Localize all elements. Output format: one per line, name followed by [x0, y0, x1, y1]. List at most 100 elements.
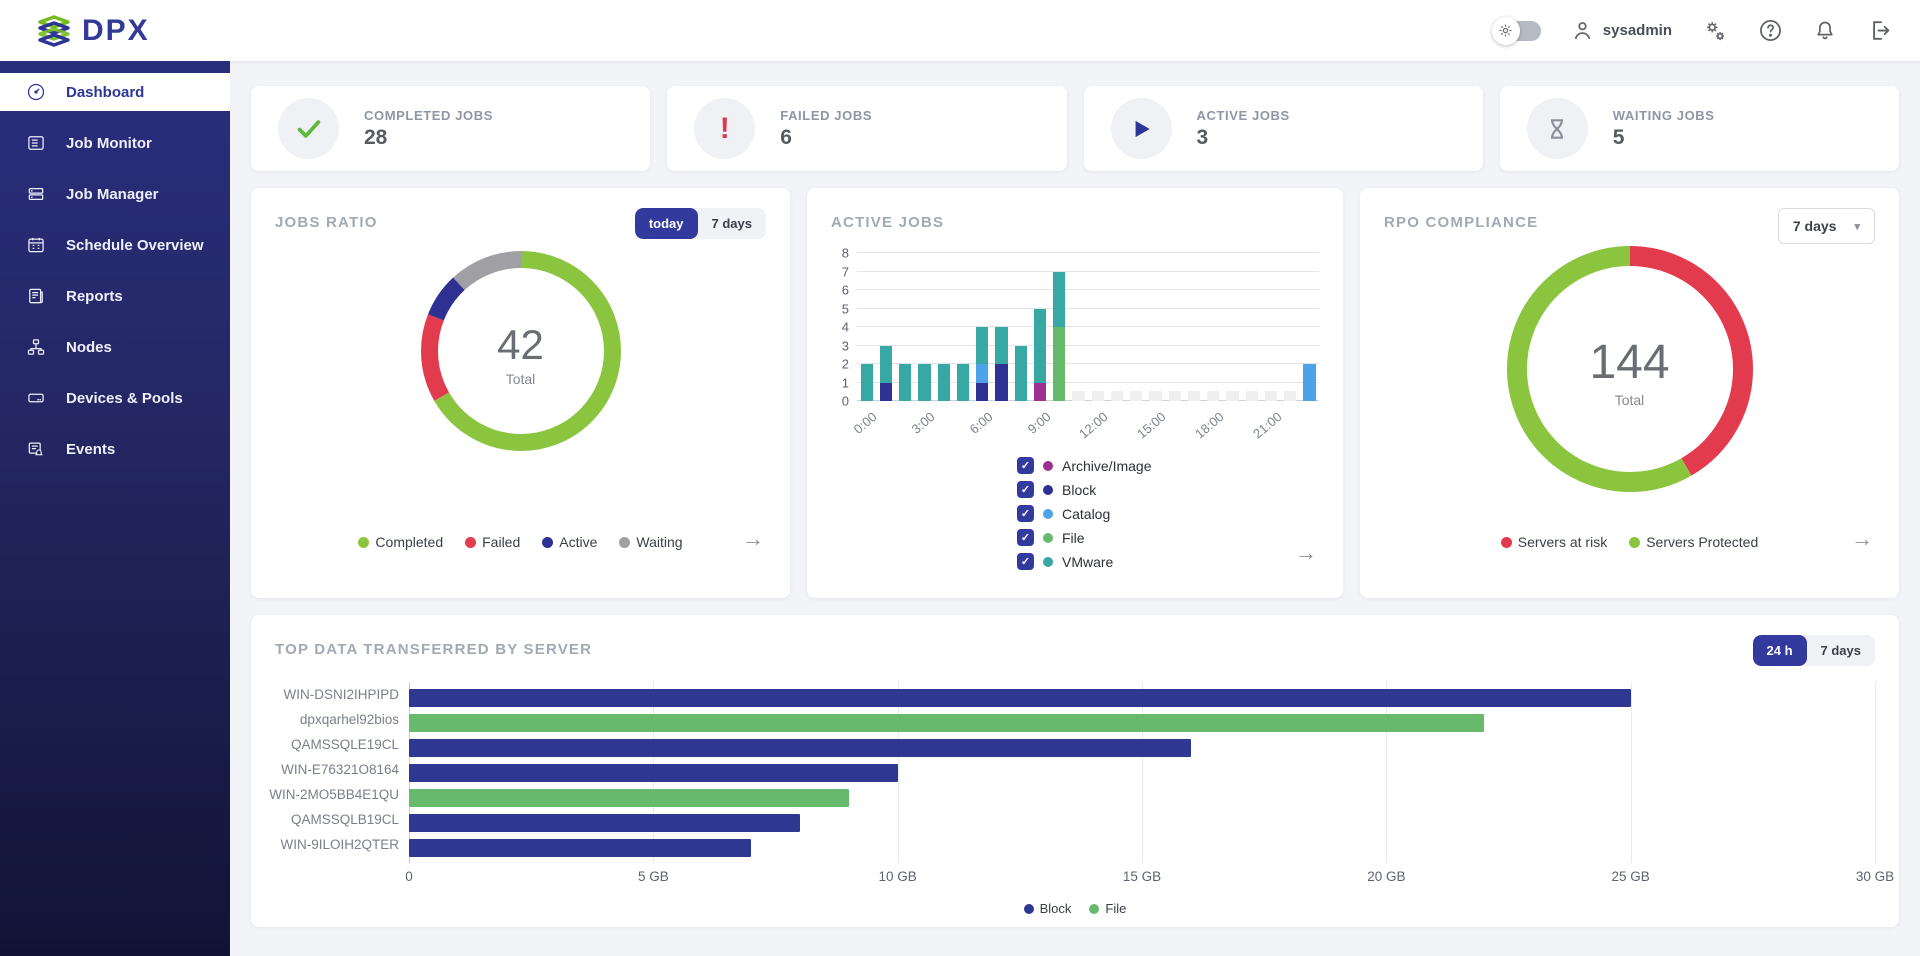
checkbox-checked-icon[interactable]: ✓	[1017, 529, 1034, 546]
bar-18-00[interactable]	[1207, 391, 1219, 401]
jobs-ratio-range-today[interactable]: today	[635, 208, 698, 239]
bar-16-00[interactable]	[1169, 391, 1181, 401]
checkbox-checked-icon[interactable]: ✓	[1017, 505, 1034, 522]
bar-1-00[interactable]	[880, 346, 892, 402]
data-bar-dpxqarhel92bios[interactable]	[409, 714, 1484, 732]
jobs-ratio-range-7days[interactable]: 7 days	[698, 208, 766, 239]
data-bar-qamssqlb19cl[interactable]	[409, 814, 800, 832]
rpo-details-arrow[interactable]: →	[1851, 528, 1873, 550]
legend-item-block[interactable]: Block	[1024, 901, 1072, 916]
sidebar-item-job-monitor[interactable]: Job Monitor	[0, 124, 230, 162]
completed-jobs-card[interactable]: COMPLETED JOBS28	[251, 86, 650, 171]
legend-item-servers-at-risk[interactable]: Servers at risk	[1501, 534, 1607, 550]
jobs-ratio-legend: Completed Failed Active Waiting	[251, 534, 790, 550]
legend-item-file[interactable]: File	[1089, 901, 1126, 916]
bar-8-00[interactable]	[1015, 346, 1027, 402]
checkbox-checked-icon[interactable]: ✓	[1017, 481, 1034, 498]
dpx-logo-icon	[36, 14, 72, 48]
bar-3-00[interactable]	[918, 364, 930, 401]
bar-20-00[interactable]	[1246, 391, 1258, 401]
data-bar-win-2mo5bb4e1qu[interactable]	[409, 789, 849, 807]
report-icon	[26, 286, 46, 306]
top-data-range-24h[interactable]: 24 h	[1753, 635, 1807, 666]
sidebar-item-dashboard[interactable]: Dashboard	[0, 73, 230, 111]
main-content: COMPLETED JOBS28!FAILED JOBS6ACTIVE JOBS…	[230, 61, 1920, 956]
server-bar-row	[409, 835, 1875, 860]
data-bar-win-9iloih2qter[interactable]	[409, 839, 751, 857]
bar-6-00[interactable]	[976, 327, 988, 401]
sidebar-item-job-manager[interactable]: Job Manager	[0, 175, 230, 213]
failed-jobs-card[interactable]: !FAILED JOBS6	[667, 86, 1066, 171]
bar-13-00[interactable]	[1111, 391, 1123, 401]
series-toggle-catalog[interactable]: ✓Catalog	[1017, 505, 1319, 522]
top-data-range-7days[interactable]: 7 days	[1807, 635, 1875, 666]
legend-item-completed[interactable]: Completed	[358, 534, 443, 550]
data-bar-qamssqle19cl[interactable]	[409, 739, 1191, 757]
bar-segment-vmware	[938, 364, 950, 401]
waiting-jobs-card[interactable]: WAITING JOBS5	[1500, 86, 1899, 171]
x-tick: 5 GB	[638, 869, 669, 884]
bar-9-00[interactable]	[1034, 309, 1046, 402]
jobs-ratio-details-arrow[interactable]: →	[742, 528, 764, 550]
series-toggle-vmware[interactable]: ✓VMware	[1017, 553, 1319, 570]
sidebar-item-label: Devices & Pools	[66, 390, 183, 407]
chevron-down-icon: ▾	[1854, 220, 1860, 233]
sidebar-item-reports[interactable]: Reports	[0, 277, 230, 315]
legend-dot	[619, 537, 630, 548]
legend-dot	[1043, 533, 1053, 543]
bar-2-00[interactable]	[899, 364, 911, 401]
data-bar-win-e76321o8164[interactable]	[409, 764, 898, 782]
logout-button[interactable]	[1867, 18, 1892, 43]
sidebar-item-events[interactable]: Events	[0, 430, 230, 468]
bar-17-00[interactable]	[1188, 391, 1200, 401]
bar-placeholder	[1169, 391, 1181, 401]
series-toggle-block[interactable]: ✓Block	[1017, 481, 1319, 498]
rpo-donut: 144 Total	[1507, 246, 1753, 497]
user-menu[interactable]: sysadmin	[1571, 19, 1672, 42]
legend-label: Failed	[482, 534, 520, 550]
x-tick: 20 GB	[1367, 869, 1405, 884]
data-bar-win-dsni2ihpipd[interactable]	[409, 689, 1631, 707]
bar-15-00[interactable]	[1149, 391, 1161, 401]
top-data-title: TOP DATA TRANSFERRED BY SERVER	[275, 635, 592, 658]
theme-toggle-knob[interactable]	[1492, 17, 1520, 45]
bar-22-00[interactable]	[1284, 391, 1296, 401]
settings-button[interactable]	[1702, 18, 1728, 44]
legend-item-active[interactable]: Active	[542, 534, 597, 550]
sidebar-item-nodes[interactable]: Nodes	[0, 328, 230, 366]
server-label: QAMSSQLE19CL	[275, 732, 409, 757]
active-jobs-card[interactable]: ACTIVE JOBS3	[1084, 86, 1483, 171]
active-jobs-icon-circle	[1111, 98, 1172, 159]
sidebar-item-devices-pools[interactable]: Devices & Pools	[0, 379, 230, 417]
series-toggle-file[interactable]: ✓File	[1017, 529, 1319, 546]
bar-23-00[interactable]	[1303, 364, 1315, 401]
bar-placeholder	[1188, 391, 1200, 401]
bar-4-00[interactable]	[938, 364, 950, 401]
checkbox-checked-icon[interactable]: ✓	[1017, 553, 1034, 570]
legend-item-failed[interactable]: Failed	[465, 534, 520, 550]
hierarchy-icon	[26, 337, 46, 357]
help-button[interactable]	[1758, 18, 1783, 43]
checkbox-checked-icon[interactable]: ✓	[1017, 457, 1034, 474]
series-toggle-archive-image[interactable]: ✓Archive/Image	[1017, 457, 1319, 474]
bar-21-00[interactable]	[1265, 391, 1277, 401]
bar-0-00[interactable]	[861, 364, 873, 401]
legend-dot	[1629, 537, 1640, 548]
active-jobs-details-arrow[interactable]: →	[1295, 542, 1317, 564]
bar-12-00[interactable]	[1092, 391, 1104, 401]
sidebar-item-schedule-overview[interactable]: Schedule Overview	[0, 226, 230, 264]
bar-11-00[interactable]	[1072, 391, 1084, 401]
x-tick: 15 GB	[1123, 869, 1161, 884]
bar-10-00[interactable]	[1053, 272, 1065, 402]
notifications-button[interactable]	[1813, 19, 1837, 43]
legend-item-servers-protected[interactable]: Servers Protected	[1629, 534, 1758, 550]
bar-14-00[interactable]	[1130, 391, 1142, 401]
top-data-range-toggle: 24 h 7 days	[1753, 635, 1876, 666]
theme-toggle[interactable]	[1495, 21, 1541, 41]
bar-5-00[interactable]	[957, 364, 969, 401]
gears-icon	[1702, 18, 1728, 44]
legend-item-waiting[interactable]: Waiting	[619, 534, 682, 550]
bar-7-00[interactable]	[995, 327, 1007, 401]
rpo-range-select[interactable]: 7 days ▾	[1778, 208, 1875, 244]
bar-19-00[interactable]	[1226, 391, 1238, 401]
